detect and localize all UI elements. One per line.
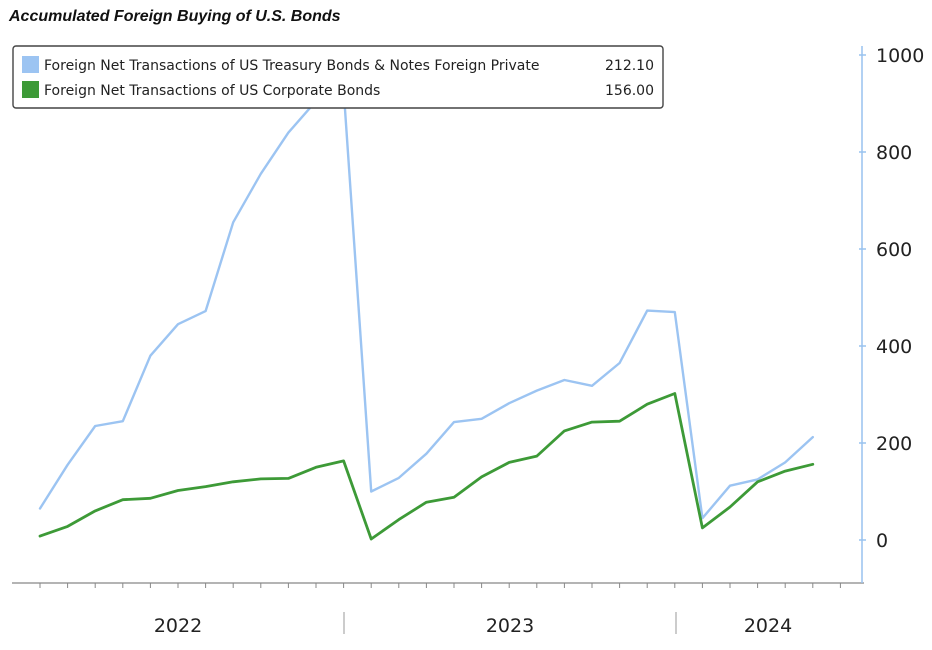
legend-swatch: [22, 56, 39, 73]
legend-last-value: 212.10: [605, 58, 654, 74]
y-tick-label: 800: [876, 142, 912, 164]
legend-last-value: 156.00: [605, 83, 654, 99]
legend-box: [12, 45, 664, 109]
chart-title: Accumulated Foreign Buying of U.S. Bonds: [9, 8, 341, 25]
legend-series-name: Foreign Net Transactions of US Corporate…: [44, 83, 380, 99]
y-tick-label: 1000: [876, 45, 924, 67]
x-year-label: 2023: [486, 615, 534, 637]
legend-swatch: [22, 81, 39, 98]
y-tick-label: 0: [876, 530, 888, 552]
corporate-series-line: [38, 392, 815, 541]
y-tick-label: 600: [876, 239, 912, 261]
treasury-series-line: [38, 87, 814, 520]
x-year-label: 2022: [154, 615, 202, 637]
y-tick-label: 400: [876, 336, 912, 358]
y-tick-label: 200: [876, 433, 912, 455]
legend-series-name: Foreign Net Transactions of US Treasury …: [44, 58, 539, 74]
x-year-label: 2024: [744, 615, 792, 637]
